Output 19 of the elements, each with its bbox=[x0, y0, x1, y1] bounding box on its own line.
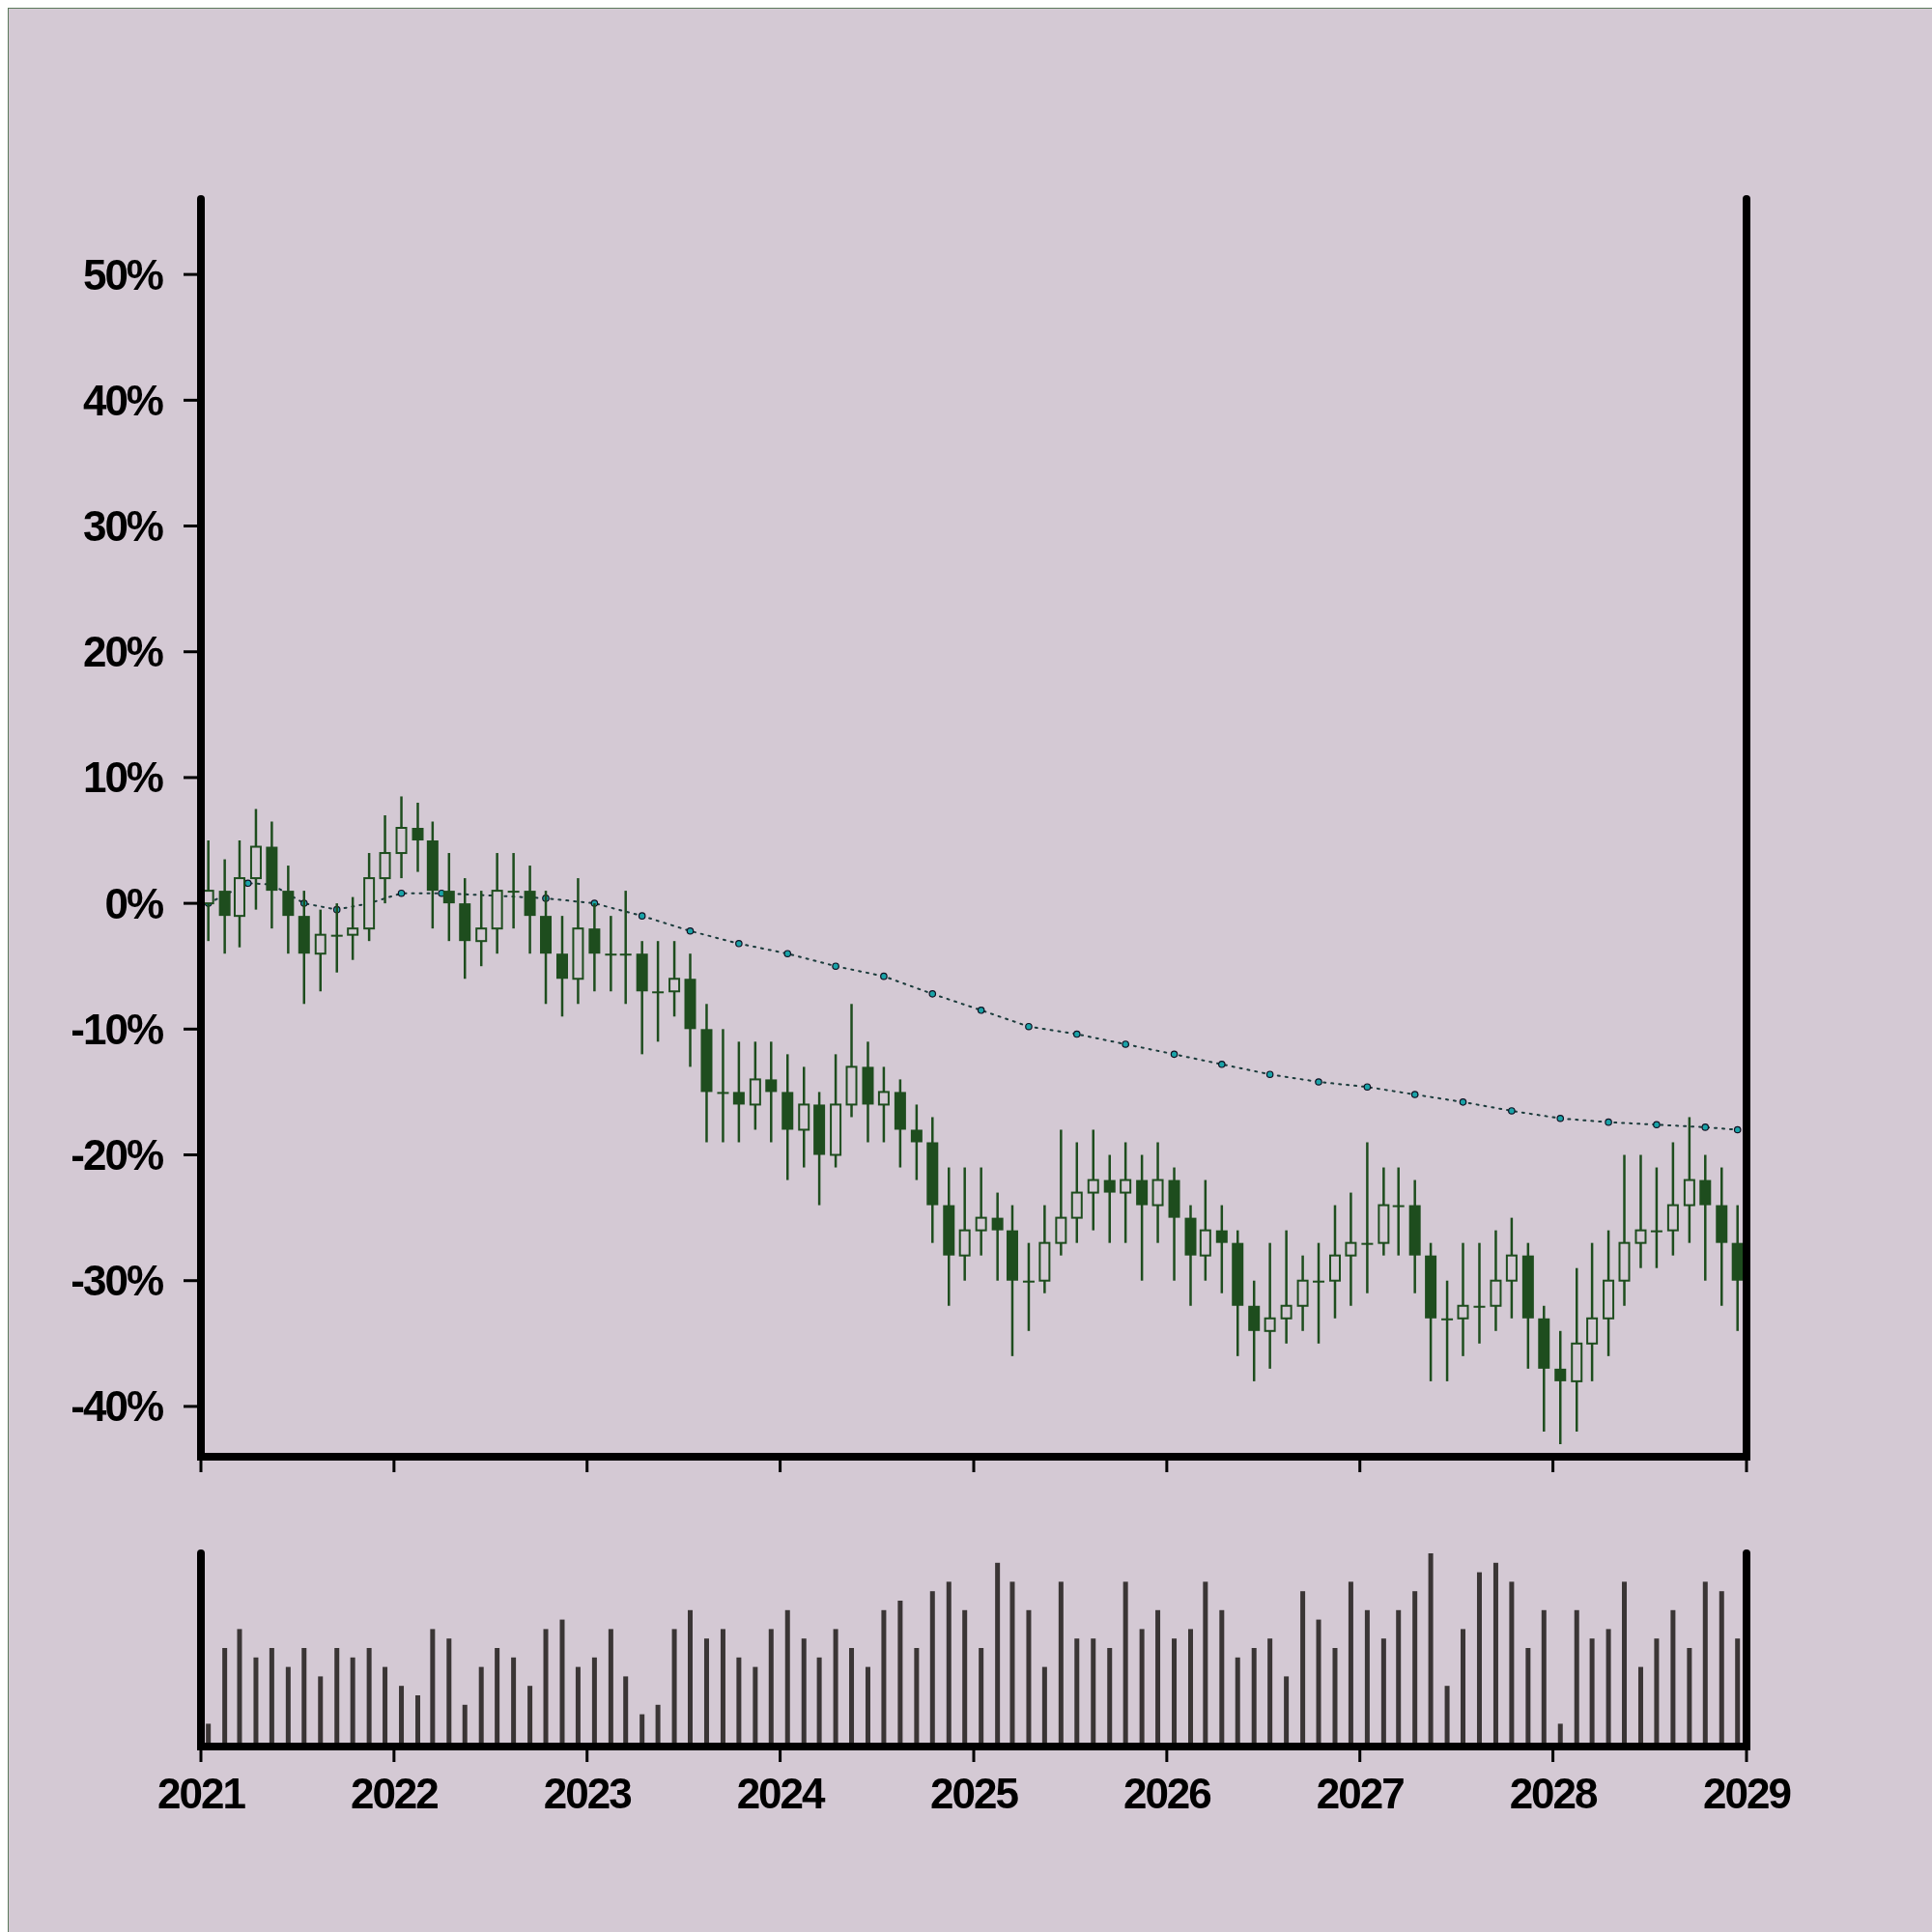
y-tick-label: 50% bbox=[82, 250, 163, 298]
y-tick-label: -10% bbox=[71, 1005, 163, 1053]
y-tick-label: 0% bbox=[104, 879, 163, 927]
y-tick-label: -20% bbox=[71, 1131, 163, 1179]
y-tick-label: -30% bbox=[71, 1257, 163, 1305]
y-tick-label: 30% bbox=[82, 502, 163, 551]
y-tick-label: 20% bbox=[82, 628, 163, 676]
x-tick-label: 2024 bbox=[736, 1770, 827, 1817]
x-tick-label: 2027 bbox=[1316, 1770, 1405, 1817]
x-tick-label: 2028 bbox=[1509, 1770, 1599, 1817]
y-tick-label: -40% bbox=[71, 1382, 163, 1431]
x-tick-label: 2023 bbox=[543, 1770, 632, 1817]
x-tick-label: 2026 bbox=[1122, 1770, 1211, 1817]
x-tick-label: 2029 bbox=[1703, 1770, 1791, 1817]
y-tick-label: 10% bbox=[82, 753, 163, 802]
x-tick-label: 2025 bbox=[930, 1770, 1019, 1817]
x-tick-label: 2022 bbox=[350, 1770, 439, 1817]
x-tick-label: 2021 bbox=[157, 1770, 246, 1817]
y-tick-label: 40% bbox=[82, 376, 163, 424]
